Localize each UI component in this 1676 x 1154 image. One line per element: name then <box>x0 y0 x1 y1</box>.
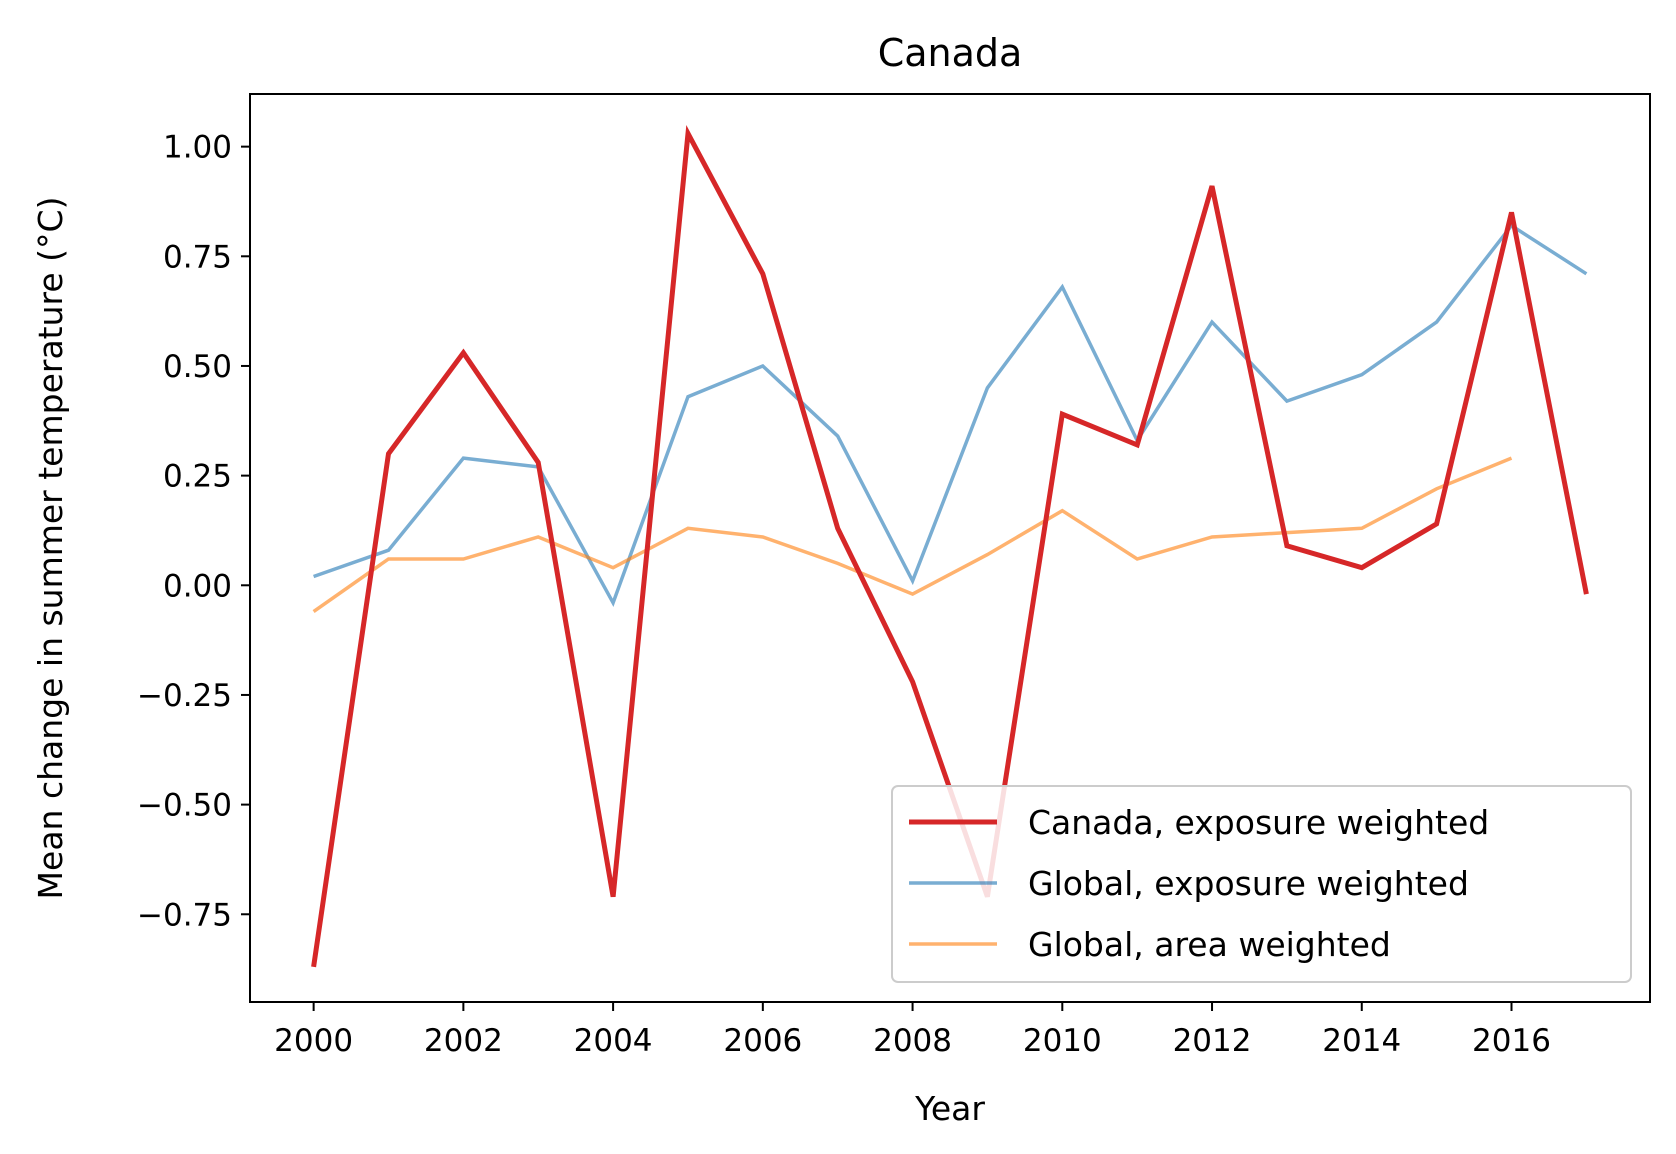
legend: Canada, exposure weighted Global, exposur… <box>891 785 1632 983</box>
x-tick-label: 2004 <box>574 1023 653 1059</box>
x-tick-label: 2006 <box>723 1023 802 1059</box>
x-tick-label: 2002 <box>424 1023 503 1059</box>
y-tick-label: 0.75 <box>163 239 232 275</box>
y-tick-label: 0.50 <box>163 349 232 385</box>
x-tick-label: 2012 <box>1173 1023 1252 1059</box>
legend-box <box>891 785 1632 983</box>
y-tick-label: 0.25 <box>163 459 232 495</box>
y-tick-label: 0.00 <box>163 568 232 604</box>
legend-label-global-area: Global, area weighted <box>1028 925 1391 964</box>
x-tick-label: 2008 <box>873 1023 952 1059</box>
y-axis-label: Mean change in summer temperature (°C) <box>31 197 70 900</box>
y-tick-label: −0.25 <box>137 678 232 714</box>
chart-title: Canada <box>878 31 1023 75</box>
x-tick-label: 2016 <box>1472 1023 1551 1059</box>
y-tick-label: 1.00 <box>163 130 232 166</box>
legend-label-canada-exposure: Canada, exposure weighted <box>1028 803 1489 842</box>
legend-label-global-exposure: Global, exposure weighted <box>1028 864 1469 903</box>
series-line-global-area <box>312 456 1513 614</box>
x-tick-label: 2000 <box>274 1023 353 1059</box>
x-axis-ticks: 2000 2002 2004 2006 2008 2010 2012 2014 2016 <box>274 1002 1551 1059</box>
x-tick-label: 2014 <box>1322 1023 1401 1059</box>
y-tick-label: −0.75 <box>137 897 232 933</box>
series-line-global-exposure <box>313 223 1588 608</box>
plot-frame <box>249 93 1651 1003</box>
y-tick-label: −0.50 <box>137 788 232 824</box>
x-axis-label: Year <box>914 1089 985 1128</box>
y-axis-ticks: −0.75 −0.50 −0.25 0.00 0.25 0.50 0.75 1.00 <box>137 130 250 933</box>
x-tick-label: 2010 <box>1023 1023 1102 1059</box>
